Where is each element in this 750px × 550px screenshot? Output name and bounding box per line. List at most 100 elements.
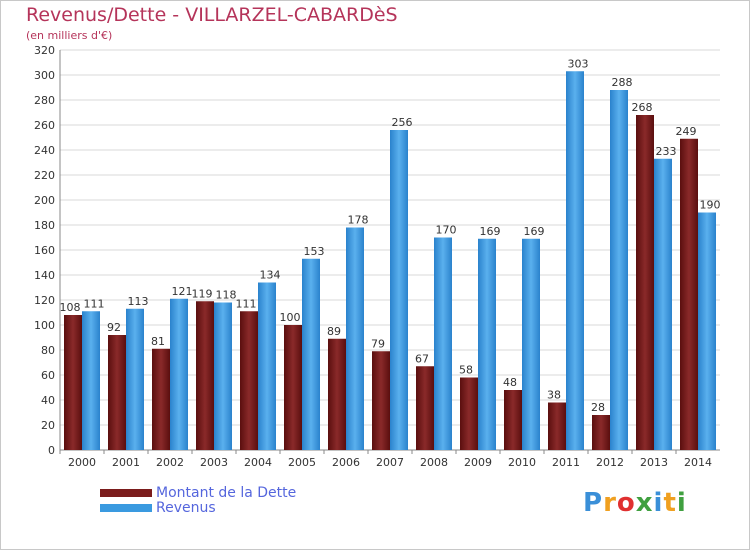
data-label-revenus: 111: [84, 297, 105, 310]
bar-dette: [240, 311, 258, 450]
data-label-dette: 249: [676, 125, 697, 138]
data-label-revenus: 303: [568, 57, 589, 70]
bar-dette: [196, 301, 214, 450]
y-tick-label: 260: [34, 119, 55, 132]
bar-dette: [592, 415, 610, 450]
data-label-dette: 100: [280, 311, 301, 324]
y-tick-label: 300: [34, 69, 55, 82]
data-label-dette: 28: [591, 401, 605, 414]
x-tick-label: 2005: [288, 456, 316, 469]
bar-dette: [504, 390, 522, 450]
x-tick-label: 2006: [332, 456, 360, 469]
bar-revenus: [566, 71, 584, 450]
bar-dette: [372, 351, 390, 450]
y-tick-label: 60: [41, 369, 55, 382]
y-tick-label: 200: [34, 194, 55, 207]
x-tick-label: 2008: [420, 456, 448, 469]
y-tick-label: 180: [34, 219, 55, 232]
y-tick-label: 120: [34, 294, 55, 307]
x-tick-label: 2014: [684, 456, 712, 469]
bar-dette: [108, 335, 126, 450]
bar-dette: [680, 138, 698, 450]
data-label-dette: 108: [60, 301, 81, 314]
y-tick-label: 80: [41, 344, 55, 357]
x-tick-label: 2007: [376, 456, 404, 469]
bar-dette: [328, 338, 346, 450]
data-label-dette: 268: [632, 101, 653, 114]
logo-letter: i: [653, 488, 664, 518]
data-label-revenus: 153: [304, 245, 325, 258]
bar-dette: [416, 366, 434, 450]
logo-letter: x: [635, 488, 654, 518]
data-label-revenus: 134: [260, 269, 281, 282]
x-tick-label: 2009: [464, 456, 492, 469]
bar-revenus: [214, 302, 232, 450]
data-label-revenus: 169: [480, 225, 501, 238]
data-label-dette: 92: [107, 321, 121, 334]
x-tick-label: 2000: [68, 456, 96, 469]
data-label-revenus: 170: [436, 224, 457, 237]
data-label-dette: 48: [503, 376, 517, 389]
data-label-revenus: 256: [392, 116, 413, 129]
axes: 0 20 40 60 80 100 120 140 160 180 200 220 240 260 280 3…: [34, 44, 720, 469]
logo-letter: t: [663, 488, 677, 518]
data-label-revenus: 169: [524, 225, 545, 238]
data-label-revenus: 118: [216, 289, 237, 302]
data-label-revenus: 121: [172, 285, 193, 298]
y-tick-label: 320: [34, 44, 55, 57]
legend-label-dette: Montant de la Dette: [156, 485, 297, 501]
y-tick-label: 280: [34, 94, 55, 107]
bar-revenus: [698, 212, 716, 450]
logo-letter: i: [676, 488, 687, 518]
bar-revenus: [654, 158, 672, 450]
bar-revenus: [522, 238, 540, 450]
data-label-revenus: 113: [128, 295, 149, 308]
y-tick-label: 140: [34, 269, 55, 282]
chart-title: Revenus/Dette - VILLARZEL-CABARDèS: [26, 4, 398, 26]
logo-letter: o: [616, 488, 636, 518]
legend-swatch-dette: [100, 489, 152, 497]
bar-dette: [548, 402, 566, 450]
x-tick-label: 2003: [200, 456, 228, 469]
bar-dette: [460, 377, 478, 450]
x-tick-label: 2013: [640, 456, 668, 469]
legend-label-revenus: Revenus: [156, 500, 216, 516]
bar-revenus: [434, 237, 452, 450]
bar-revenus: [170, 298, 188, 450]
y-tick-label: 20: [41, 419, 55, 432]
data-label-dette: 111: [236, 297, 257, 310]
bar-revenus: [126, 308, 144, 450]
data-label-dette: 89: [327, 325, 341, 338]
x-tick-label: 2002: [156, 456, 184, 469]
data-label-dette: 38: [547, 389, 561, 402]
data-label-dette: 81: [151, 335, 165, 348]
data-label-dette: 58: [459, 364, 473, 377]
bar-revenus: [346, 227, 364, 450]
data-label-revenus: 233: [656, 145, 677, 158]
y-tick-label: 160: [34, 244, 55, 257]
y-tick-label: 0: [48, 444, 55, 457]
data-label-revenus: 288: [612, 76, 633, 89]
y-tick-label: 240: [34, 144, 55, 157]
logo-letter: P: [583, 488, 604, 518]
y-tick-label: 100: [34, 319, 55, 332]
data-label-dette: 79: [371, 337, 385, 350]
bar-dette: [64, 315, 82, 450]
x-tick-label: 2004: [244, 456, 272, 469]
y-tick-label: 220: [34, 169, 55, 182]
bar-dette: [636, 115, 654, 450]
x-tick-label: 2001: [112, 456, 140, 469]
data-label-dette: 119: [192, 287, 213, 300]
bar-revenus: [82, 311, 100, 450]
chart-subtitle: (en milliers d'€): [26, 29, 113, 42]
x-tick-label: 2011: [552, 456, 580, 469]
bars: [64, 71, 716, 450]
x-tick-label: 2010: [508, 456, 536, 469]
bar-revenus: [258, 282, 276, 450]
proxiti-logo: Proxiti: [583, 488, 687, 518]
y-tick-label: 40: [41, 394, 55, 407]
bar-revenus: [478, 238, 496, 450]
bar-dette: [284, 325, 302, 450]
bar-revenus: [302, 258, 320, 450]
